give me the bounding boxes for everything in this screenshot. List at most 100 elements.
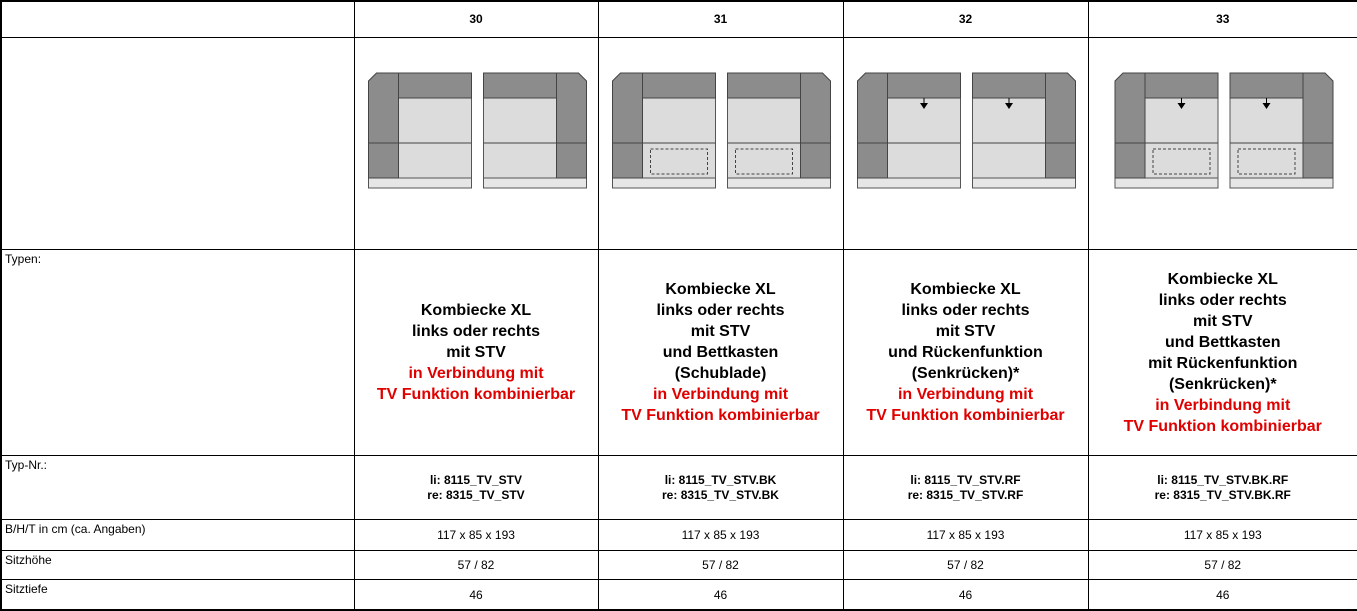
sofa-part [641,97,716,179]
table-row: Typ-Nr.: li: 8115_TV_STV re: 8315_TV_STV li… [0,454,1357,521]
sofa-part [482,72,557,99]
type-cell: Kombiecke XL links oder rechts mit STV und … [1087,249,1357,456]
sofa-part [726,97,801,179]
type-number: li: 8115_TV_STV [429,472,523,487]
value-cell: 117 x 85 x 193 [842,519,1089,552]
type-number: re: 8315_TV_STV.BK.RF [1154,487,1291,502]
sofa-part [641,72,716,99]
value-cell: 117 x 85 x 193 [353,519,599,552]
type-line-red: TV Funktion kombinierbar [866,407,1065,425]
table-row: Sitzhöhe 57 / 82 57 / 82 57 / 82 57 / 82 [0,550,1357,581]
sofa-part [611,177,716,189]
value-cell: 117 x 85 x 193 [597,519,844,552]
sofa-part [1144,72,1218,99]
sofa-part [1229,177,1333,189]
table-row [0,36,1357,251]
type-line: mit STV [935,323,996,341]
image-cell [842,36,1089,251]
type-number-cell: li: 8115_TV_STV re: 8315_TV_STV [353,454,599,521]
type-number-cell: li: 8115_TV_STV.RF re: 8315_TV_STV.RF [842,454,1089,521]
column-header: 32 [842,0,1089,38]
type-cell: Kombiecke XL links oder rechts mit STV und … [597,249,844,456]
sofa-part [1302,72,1333,179]
image-cell [597,36,844,251]
type-line-red: in Verbindung mit [897,386,1034,404]
sofa-part [482,177,587,189]
type-line-red: in Verbindung mit [408,365,544,383]
sofa-drawing [611,72,831,189]
sofa-part [1237,148,1295,175]
row-label: Sitzhöhe [0,550,355,581]
value-cell: 46 [1087,579,1357,611]
type-number: re: 8315_TV_STV.RF [907,487,1024,502]
sofa-part [1262,103,1270,110]
column-header: 30 [353,0,599,38]
type-number: re: 8315_TV_STV.BK [662,487,779,502]
sofa-part [1229,97,1303,179]
sofa-part [856,72,888,179]
type-line: Kombiecke XL [910,281,1021,299]
sofa-part [886,97,961,179]
sofa-drawing [1114,72,1333,189]
type-line: (Schublade) [674,365,767,383]
value-cell: 57 / 82 [1087,550,1357,581]
sofa-part [919,103,928,110]
sofa-part [1152,148,1210,175]
value-cell: 57 / 82 [353,550,599,581]
type-line: und Bettkasten [1164,333,1281,351]
sofa-part [367,72,399,179]
type-line: (Senkrücken)* [1168,375,1277,393]
table-row: Typen: Kombiecke XL links oder rechts mit S… [0,249,1357,456]
type-line: und Rückenfunktion [888,344,1043,362]
sofa-part [1177,103,1185,110]
type-number-cell: li: 8115_TV_STV.BK.RF re: 8315_TV_STV.BK.… [1087,454,1357,521]
sofa-part [1004,103,1013,110]
sofa-part [799,72,831,179]
type-line-red: TV Funktion kombinierbar [1123,417,1322,435]
sofa-part [971,177,1076,189]
type-cell: Kombiecke XL links oder rechts mit STV und … [842,249,1089,456]
sofa-part [1114,72,1145,179]
value-cell: 57 / 82 [597,550,844,581]
type-number: li: 8115_TV_STV.BK.RF [1157,472,1289,487]
header-cell [0,0,355,38]
type-line: Kombiecke XL [1167,270,1278,288]
type-number: li: 8115_TV_STV.BK [664,472,777,487]
type-line: mit Rückenfunktion [1148,354,1298,372]
type-line-red: TV Funktion kombinierbar [621,407,820,425]
sofa-part [649,148,708,175]
table-row: 30 31 32 33 [0,0,1357,38]
type-number: re: 8315_TV_STV [427,487,525,502]
sofa-part [1114,177,1218,189]
sofa-part [367,177,472,189]
type-line: links oder rechts [656,302,785,320]
type-line-red: in Verbindung mit [1155,396,1291,414]
empty-cell [0,36,355,251]
type-line: Kombiecke XL [665,281,776,299]
sofa-part [555,72,587,179]
type-line: Kombiecke XL [420,302,532,320]
value-cell: 46 [353,579,599,611]
image-cell [1087,36,1357,251]
sofa-part [611,72,643,179]
value-cell: 46 [597,579,844,611]
sofa-drawing [367,72,587,189]
type-line: und Bettkasten [662,344,779,362]
type-number-cell: li: 8115_TV_STV.BK re: 8315_TV_STV.BK [597,454,844,521]
type-line: mit STV [446,344,506,362]
sofa-drawing [856,72,1076,189]
type-line-red: in Verbindung mit [652,386,789,404]
row-label: Sitztiefe [0,579,355,611]
type-line: links oder rechts [411,323,541,341]
type-line: links oder rechts [1158,291,1287,309]
sofa-part [397,72,472,99]
sofa-part [482,97,557,179]
sofa-part [971,97,1046,179]
sofa-part [734,148,793,175]
sofa-part [397,97,472,179]
type-line-red: TV Funktion kombinierbar [376,386,576,404]
sofa-part [726,177,831,189]
type-line: mit STV [1192,312,1253,330]
value-cell: 46 [842,579,1089,611]
